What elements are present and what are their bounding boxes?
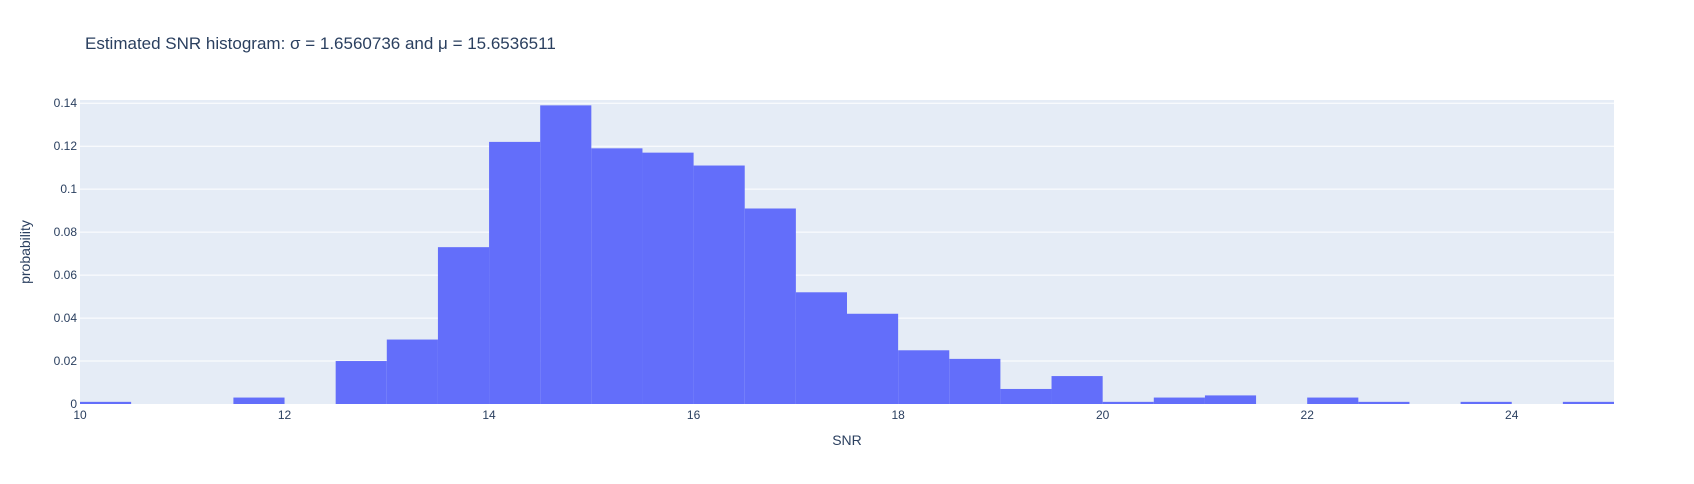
histogram-bar [1307, 397, 1359, 404]
y-tick-label: 0.04 [54, 311, 78, 325]
histogram-bar [233, 397, 285, 404]
y-tick-label: 0.02 [54, 354, 78, 368]
x-tick-label: 18 [891, 408, 905, 422]
y-tick-label: 0.08 [54, 225, 78, 239]
histogram-bar [386, 339, 438, 404]
x-tick-label: 12 [278, 408, 292, 422]
histogram-bar [1000, 388, 1052, 404]
chart-title: Estimated SNR histogram: σ = 1.6560736 a… [85, 34, 556, 53]
histogram-bar [1102, 401, 1154, 404]
x-tick-label: 10 [73, 408, 87, 422]
histogram-bar [795, 292, 847, 404]
x-tick-label: 22 [1301, 408, 1315, 422]
histogram-bar [1460, 401, 1512, 404]
x-tick-label: 20 [1096, 408, 1110, 422]
histogram-bar [80, 401, 132, 404]
histogram-bar [1153, 397, 1205, 404]
histogram-bar [949, 358, 1001, 404]
y-tick-label: 0.12 [54, 139, 78, 153]
x-tick-label: 16 [687, 408, 701, 422]
y-tick-label: 0.1 [60, 182, 77, 196]
histogram-bar [1204, 395, 1257, 404]
histogram-bar [489, 141, 541, 405]
histogram-bar [540, 105, 592, 404]
histogram-bar [591, 148, 643, 404]
histogram-bar [1051, 376, 1103, 404]
histogram-bar [437, 247, 490, 404]
y-tick-label: 0.06 [54, 268, 78, 282]
y-tick-label: 0.14 [54, 96, 78, 110]
histogram-bar [1358, 401, 1410, 404]
x-tick-label: 14 [482, 408, 496, 422]
x-axis-ticks: 10 12 14 16 18 20 22 24 [73, 408, 1518, 422]
histogram-bar [1562, 401, 1614, 404]
histogram-bar [693, 165, 745, 404]
histogram-bar [898, 350, 950, 404]
y-axis-title: probability [17, 220, 33, 284]
x-tick-label: 24 [1505, 408, 1519, 422]
histogram-bar [642, 152, 694, 404]
y-tick-label: 0 [70, 397, 77, 411]
bars [80, 105, 1614, 405]
histogram-bar [847, 313, 899, 404]
histogram-bar [744, 208, 796, 404]
y-axis-ticks: 0 0.02 0.04 0.06 0.08 0.1 0.12 0.14 [54, 96, 78, 411]
histogram-bar [335, 361, 387, 404]
x-axis-title: SNR [832, 432, 862, 448]
